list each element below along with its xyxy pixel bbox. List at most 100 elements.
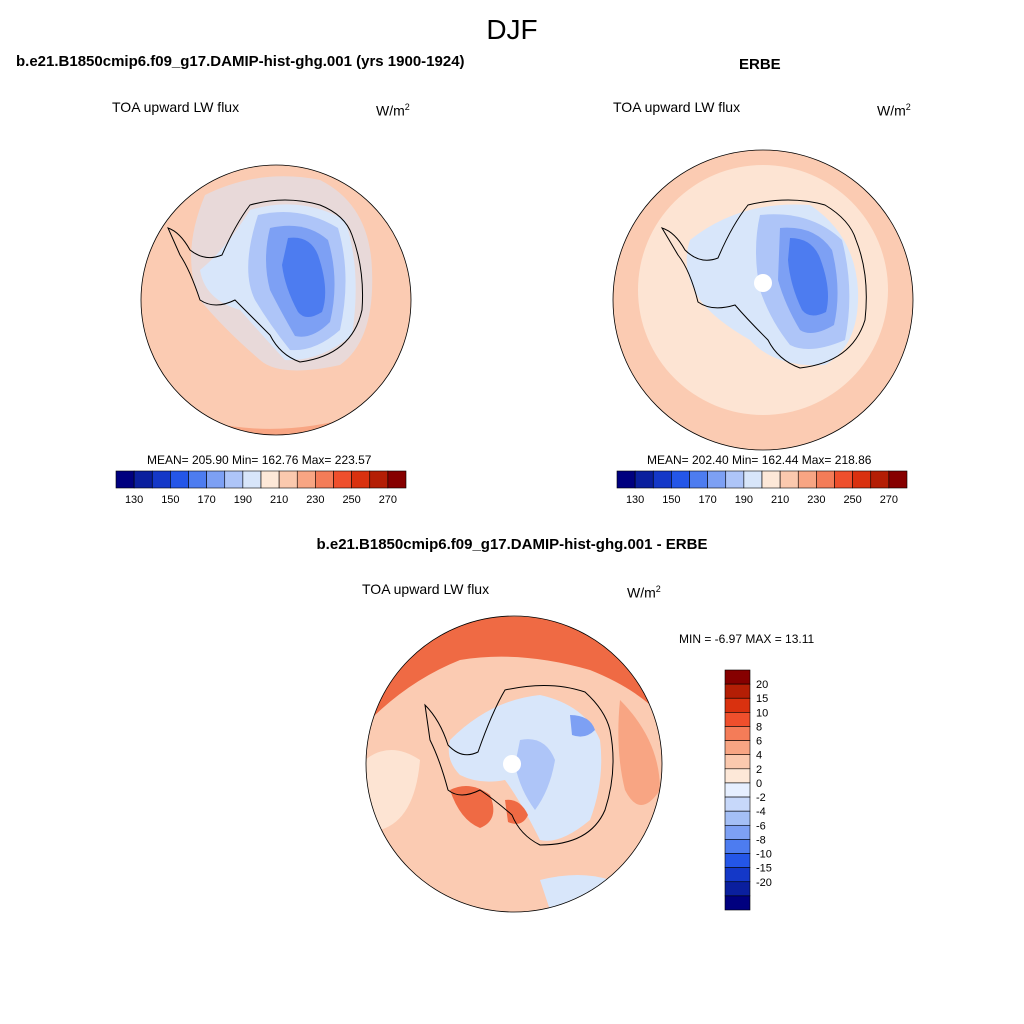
diff-variable-label: TOA upward LW flux [362, 581, 490, 597]
model-units-label: W/m2 [376, 102, 410, 119]
diff-colorbar-tick-label: -4 [756, 806, 766, 818]
obs-colorbar-tick-label: 230 [807, 494, 825, 506]
obs-colorbar-tick-label: 270 [880, 494, 898, 506]
diff-colorbar-box [724, 867, 751, 883]
model-colorbar-box [115, 470, 135, 489]
diff-colorbar-tick-label: -20 [756, 877, 772, 889]
model-variable-label: TOA upward LW flux [112, 99, 240, 115]
obs-colorbar-box [634, 470, 654, 489]
diff-colorbar-tick-label: -15 [756, 863, 772, 875]
diff-missing-data [503, 755, 521, 773]
diff-colorbar-tick-label: -8 [756, 834, 766, 846]
model-colorbar-tick-label: 170 [197, 494, 215, 506]
obs-colorbar-box [852, 470, 872, 489]
model-colorbar-tick-label: 230 [306, 494, 324, 506]
obs-panel-title: ERBE [739, 56, 781, 73]
obs-coastline [660, 199, 867, 369]
diff-colorbar-tick-label: 8 [756, 721, 762, 733]
model-coastline [167, 199, 364, 363]
model-colorbar-box [369, 470, 389, 489]
model-panel-title: b.e21.B1850cmip6.f09_g17.DAMIP-hist-ghg.… [16, 53, 465, 70]
diff-south-blue [540, 875, 610, 910]
diff-colorbar-box [724, 712, 751, 727]
obs-colorbar-box [870, 470, 890, 489]
diff-colorbar-box [724, 669, 751, 685]
model-colorbar-box [133, 470, 153, 489]
diff-units-label: W/m2 [627, 584, 661, 601]
obs-colorbar-tick-label: 170 [698, 494, 716, 506]
diff-stats: MIN = -6.97 MAX = 13.11 [679, 632, 815, 646]
diff-colorbar-box [724, 754, 751, 770]
model-map-border [140, 164, 412, 436]
model-colorbar: 130 150 170 190 210 230 250 270 [115, 470, 407, 506]
season-title: DJF [486, 14, 538, 45]
model-colorbar-box [315, 470, 334, 489]
diff-warm-east [618, 700, 660, 805]
model-colorbar-tick-label: 130 [125, 494, 143, 506]
diff-colorbar-box [724, 895, 751, 911]
obs-colorbar: 130 150 170 190 210 230 250 270 [616, 470, 908, 506]
diff-colorbar-box [724, 839, 751, 854]
model-colorbar-box [260, 470, 280, 489]
obs-ice-core [788, 238, 828, 316]
obs-colorbar-box [671, 470, 690, 489]
obs-units-label: W/m2 [877, 102, 911, 119]
model-stats: MEAN= 205.90 Min= 162.76 Max= 223.57 [147, 453, 372, 467]
obs-colorbar-box [689, 470, 708, 489]
obs-map [612, 149, 914, 451]
model-colorbar-tick-label: 270 [379, 494, 397, 506]
diff-warm-patch [505, 799, 528, 824]
obs-colorbar-tick-label: 150 [662, 494, 680, 506]
diff-colorbar-tick-label: 0 [756, 778, 762, 790]
obs-colorbar-box [779, 470, 799, 489]
obs-variable-label: TOA upward LW flux [613, 99, 741, 115]
obs-colorbar-box [797, 470, 817, 489]
diff-colorbar-box [724, 796, 751, 812]
obs-colorbar-box [888, 470, 908, 489]
obs-colorbar-box [834, 470, 853, 489]
model-colorbar-tick-label: 150 [161, 494, 179, 506]
diff-colorbar-tick-label: -2 [756, 792, 766, 804]
obs-colorbar-tick-label: 250 [843, 494, 861, 506]
model-colorbar-box [387, 470, 407, 489]
diff-ice-patch-1 [515, 739, 555, 810]
model-colorbar-tick-label: 210 [270, 494, 288, 506]
diff-colorbar-box [724, 683, 751, 699]
diff-colorbar-tick-label: -10 [756, 849, 772, 861]
model-colorbar-box [296, 470, 316, 489]
obs-colorbar-box [707, 470, 727, 489]
diff-colorbar-box [724, 782, 751, 798]
obs-colorbar-box [761, 470, 781, 489]
diff-colorbar-box [724, 853, 751, 868]
obs-colorbar-box [725, 470, 745, 489]
obs-colorbar-box [816, 470, 835, 489]
obs-stats: MEAN= 202.40 Min= 162.44 Max= 218.86 [647, 453, 872, 467]
diff-colorbar-tick-label: 6 [756, 736, 762, 748]
diff-colorbar-tick-label: 4 [756, 750, 762, 762]
diff-ice-patch-2 [570, 715, 595, 737]
model-colorbar-box [206, 470, 226, 489]
diff-panel-title: b.e21.B1850cmip6.f09_g17.DAMIP-hist-ghg.… [316, 536, 708, 553]
model-colorbar-tick-label: 190 [234, 494, 252, 506]
model-ice-core [282, 237, 326, 317]
model-colorbar-box [170, 470, 189, 489]
obs-colorbar-tick-label: 190 [735, 494, 753, 506]
model-colorbar-box [224, 470, 244, 489]
diff-colorbar-tick-label: 20 [756, 679, 768, 691]
diff-colorbar-box [724, 824, 751, 840]
obs-colorbar-box [743, 470, 763, 489]
diff-colorbar-box [724, 881, 751, 897]
diff-colorbar-box [724, 726, 751, 741]
diff-colorbar-box [724, 697, 751, 713]
diff-warm-peninsula [450, 786, 494, 828]
obs-colorbar-tick-label: 210 [771, 494, 789, 506]
diff-coastline [424, 685, 614, 846]
model-colorbar-tick-label: 250 [342, 494, 360, 506]
obs-colorbar-tick-label: 130 [626, 494, 644, 506]
model-map [140, 164, 412, 436]
model-colorbar-box [151, 470, 171, 489]
diff-colorbar-box [724, 810, 751, 826]
diff-colorbar-tick-label: 2 [756, 764, 762, 776]
model-colorbar-box [278, 470, 298, 489]
